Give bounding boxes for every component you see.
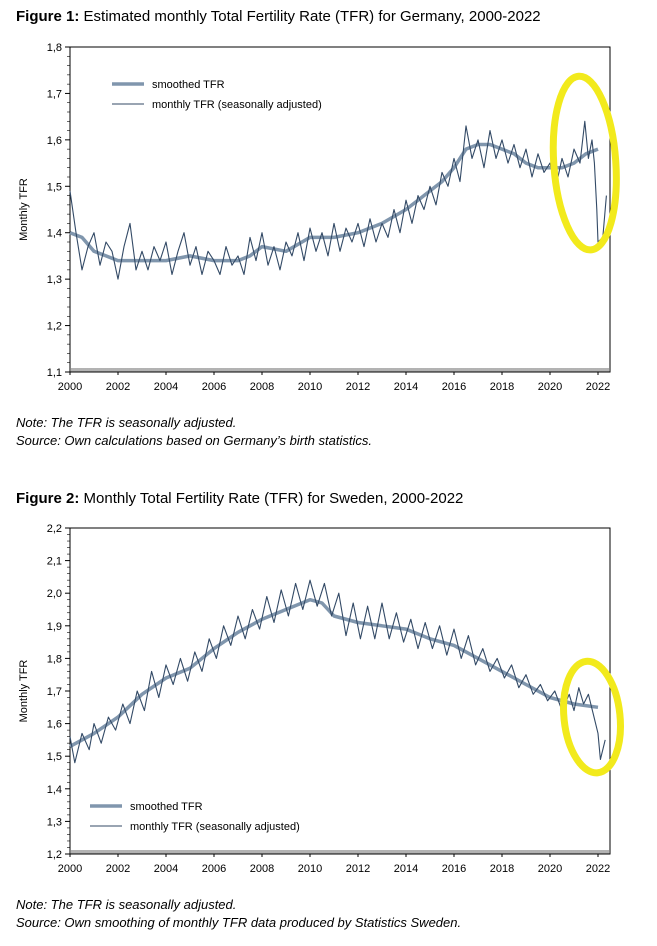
y-tick-label: 2,0 bbox=[47, 588, 62, 600]
x-tick-label: 2006 bbox=[202, 381, 226, 393]
x-tick-label: 2010 bbox=[298, 863, 322, 875]
y-tick-label: 1,6 bbox=[47, 135, 62, 147]
y-tick-label: 1,5 bbox=[47, 181, 62, 193]
y-tick-label: 1,8 bbox=[47, 42, 62, 54]
x-tick-label: 2004 bbox=[154, 381, 178, 393]
figure1-label: Figure 1: bbox=[16, 8, 80, 25]
y-tick-label: 1,5 bbox=[47, 751, 62, 763]
x-tick-label: 2002 bbox=[106, 863, 130, 875]
x-tick-label: 2010 bbox=[298, 381, 322, 393]
x-tick-label: 2022 bbox=[586, 863, 610, 875]
x-tick-label: 2012 bbox=[346, 863, 370, 875]
series-line-monthly bbox=[69, 579, 606, 764]
figure1-chart: 1,1 1,2 1,3 1,4 1,5 1,6 1,7 1,8 2000 2002 2004 2006… bbox=[18, 42, 620, 393]
x-tick-label: 2012 bbox=[346, 381, 370, 393]
legend-label: monthly TFR (seasonally adjusted) bbox=[152, 99, 322, 111]
figure2-source: Source: Own smoothing of monthly TFR dat… bbox=[16, 915, 462, 930]
y-axis-label: Monthly TFR bbox=[18, 178, 30, 241]
figure1-note: Note: The TFR is seasonally adjusted. bbox=[16, 415, 237, 430]
y-tick-label: 1,1 bbox=[47, 367, 62, 379]
x-tick-label: 2016 bbox=[442, 381, 466, 393]
legend-label: smoothed TFR bbox=[152, 79, 225, 91]
y-tick-label: 1,4 bbox=[47, 784, 62, 796]
figure2-note: Note: The TFR is seasonally adjusted. bbox=[16, 897, 237, 912]
x-tick-label: 2002 bbox=[106, 381, 130, 393]
x-tick-label: 2008 bbox=[250, 863, 274, 875]
figure2-chart: 1,2 1,3 1,4 1,5 1,6 1,7 1,8 1,9 2,0 2,1 2,2 2000 200… bbox=[18, 523, 624, 875]
x-tick-label: 2004 bbox=[154, 863, 178, 875]
x-tick-label: 2014 bbox=[394, 381, 418, 393]
x-tick-label: 2022 bbox=[586, 381, 610, 393]
x-tick-label: 2020 bbox=[538, 381, 562, 393]
figure1-title: Figure 1: Estimated monthly Total Fertil… bbox=[16, 8, 541, 25]
plot-frame bbox=[69, 46, 611, 373]
y-tick-label: 1,9 bbox=[47, 621, 62, 633]
x-tick-label: 2018 bbox=[490, 863, 514, 875]
series-line-smoothed bbox=[69, 142, 599, 263]
x-tick-label: 2020 bbox=[538, 863, 562, 875]
figure2-title-text: Monthly Total Fertility Rate (TFR) for S… bbox=[83, 490, 464, 507]
x-tick-label: 2008 bbox=[250, 381, 274, 393]
y-tick-label: 1,4 bbox=[47, 228, 62, 240]
x-tick-label: 2016 bbox=[442, 863, 466, 875]
x-tick-label: 2000 bbox=[58, 863, 82, 875]
y-tick-label: 2,2 bbox=[47, 523, 62, 535]
x-tick-label: 2018 bbox=[490, 381, 514, 393]
y-tick-label: 1,3 bbox=[47, 816, 62, 828]
x-tick-label: 2000 bbox=[58, 381, 82, 393]
y-tick-label: 1,3 bbox=[47, 274, 62, 286]
y-tick-label: 2,1 bbox=[47, 556, 62, 568]
figure2-title: Figure 2: Monthly Total Fertility Rate (… bbox=[16, 490, 463, 507]
y-tick-label: 1,8 bbox=[47, 653, 62, 665]
legend-label: monthly TFR (seasonally adjusted) bbox=[130, 821, 300, 833]
series-line-monthly bbox=[69, 120, 607, 280]
y-tick-label: 1,6 bbox=[47, 719, 62, 731]
x-tick-label: 2014 bbox=[394, 863, 418, 875]
figure1-source: Source: Own calculations based on German… bbox=[16, 433, 372, 448]
y-tick-label: 1,7 bbox=[47, 686, 62, 698]
highlight-circle bbox=[549, 72, 620, 254]
highlight-circle bbox=[560, 657, 624, 777]
x-tick-label: 2006 bbox=[202, 863, 226, 875]
series-line-smoothed bbox=[69, 597, 599, 748]
y-tick-label: 1,2 bbox=[47, 321, 62, 333]
y-axis-label: Monthly TFR bbox=[18, 660, 30, 723]
legend-label: smoothed TFR bbox=[130, 801, 203, 813]
y-tick-label: 1,2 bbox=[47, 849, 62, 861]
figure2-label: Figure 2: bbox=[16, 490, 80, 507]
figure1-title-text: Estimated monthly Total Fertility Rate (… bbox=[83, 8, 541, 25]
y-tick-label: 1,7 bbox=[47, 88, 62, 100]
